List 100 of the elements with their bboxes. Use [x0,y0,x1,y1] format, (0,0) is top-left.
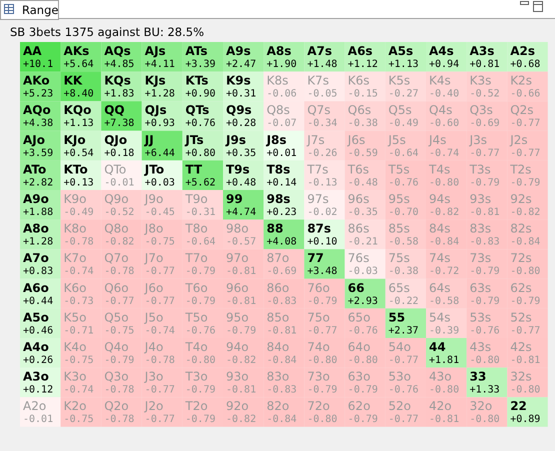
annotation: Q3s [470,103,493,118]
annotation: J8o [144,222,164,236]
annotation: K3o [64,370,86,384]
data-label: -0.02 [307,207,338,218]
data-label: -0.26 [307,148,338,159]
data-label: -0.01 [23,414,54,426]
data-label: +1.13 [64,118,94,130]
annotation: 87o [266,251,290,266]
annotation: 95s [388,192,410,206]
data-label: -0.49 [64,207,94,218]
annotation: Q6o [104,280,129,295]
annotation: T7o [184,251,208,266]
data-label: -0.79 [185,266,216,278]
data-label: -0.77 [510,118,540,130]
data-label: -0.58 [388,236,419,248]
annotation: J4s [428,132,446,147]
annotation: Q5o [104,310,129,324]
annotation: 98s [266,192,290,206]
data-label: +3.48 [307,266,338,278]
annotation: A9o [23,192,49,206]
annotation: 88 [266,222,284,236]
data-label: +0.46 [23,325,54,336]
data-label: +1.13 [388,59,419,70]
data-label: -0.82 [429,207,460,218]
data-label: -0.76 [388,177,419,188]
annotation: K6s [348,74,370,88]
annotation: KQs [104,74,131,88]
annotation: TT [185,162,203,176]
annotation: 64s [429,280,451,295]
data-label: -0.78 [104,384,134,396]
annotation: 92s [510,192,532,206]
data-label: -0.77 [144,266,175,278]
annotation: 86o [266,280,290,295]
annotation: Q3o [104,370,129,384]
data-label: -0.77 [144,296,175,307]
data-label: -0.76 [470,325,500,336]
annotation: 52o [388,399,412,414]
data-label: +10.1 [23,59,54,70]
annotation: J7o [144,251,164,266]
data-label: -0.76 [348,325,378,336]
annotation: 87s [307,222,332,236]
data-label: +0.23 [266,207,297,218]
annotation: T9o [184,192,208,206]
annotation: K4s [429,74,451,88]
annotation: 73o [307,370,330,384]
annotation: 96o [226,280,249,295]
annotation: 32s [510,370,532,384]
annotation: 64o [348,340,370,354]
annotation: 99 [226,192,243,206]
annotation: KJo [64,132,86,147]
data-label: -0.38 [388,266,419,278]
data-label: +0.14 [266,177,297,188]
data-label: -0.59 [348,148,378,159]
annotation: T6s [346,162,370,176]
annotation: 83s [470,222,492,236]
text: Range [22,3,58,17]
data-label: -0.79 [348,414,378,426]
annotation: A5s [388,44,414,58]
annotation: 84o [266,340,290,354]
data-label: +4.74 [226,207,256,218]
annotation: 72s [510,251,532,266]
data-label: -0.70 [388,207,419,218]
data-label: -0.78 [144,355,175,366]
annotation: 72o [307,399,330,414]
data-label: -0.80 [510,266,540,278]
data-label: -0.27 [388,88,419,100]
annotation: 76s [348,251,370,266]
data-label: -0.71 [64,325,94,336]
annotation: Q7s [307,103,331,118]
annotation: A8s [266,44,292,58]
data-label: -0.74 [64,384,94,396]
data-label: +1.28 [23,236,54,248]
annotation: K8o [64,222,86,236]
data-label: -0.79 [510,177,540,188]
data-label: -0.72 [429,266,460,278]
annotation: 55 [388,310,406,324]
annotation: J6o [144,280,164,295]
data-label: -0.74 [64,266,94,278]
annotation: 43s [470,340,492,354]
data-label: -0.83 [266,296,297,307]
annotation: K9s [226,74,251,88]
data-label: +0.90 [185,88,216,100]
annotation: 33 [470,370,486,384]
annotation: 75o [307,310,330,324]
data-label: -0.80 [348,355,378,366]
data-label: +5.64 [64,59,94,70]
data-label: +1.48 [307,59,338,70]
annotation: Q4o [104,340,129,354]
data-label: -0.15 [348,88,378,100]
data-label: +4.11 [144,59,175,70]
data-label: -0.75 [104,325,134,336]
data-label: +1.90 [266,59,297,70]
annotation: A2o [23,399,46,414]
data-label: -0.64 [388,148,419,159]
annotation: 53o [388,370,412,384]
data-label: -0.79 [104,355,134,366]
data-label: +3.59 [23,148,54,159]
annotation: K9o [64,192,86,206]
annotation: AKs [64,44,90,58]
annotation: JTo [144,162,164,176]
